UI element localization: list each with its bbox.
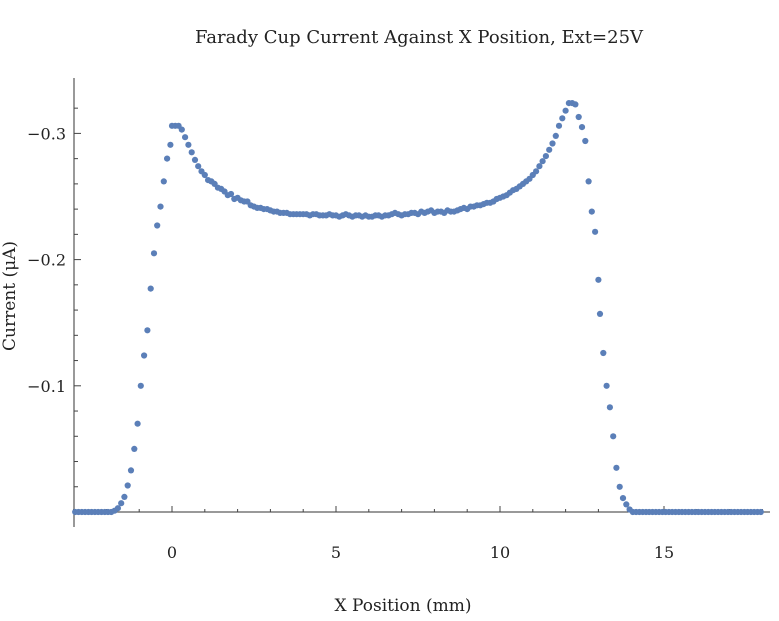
data-point — [127, 467, 135, 474]
y-tick-label: −0.3 — [27, 124, 66, 143]
axis-ticks: 0 5 10 15 −0.1 −0.2 −0.3 — [27, 107, 763, 562]
data-point — [160, 178, 167, 185]
data-point — [137, 382, 144, 389]
data-point — [150, 250, 158, 257]
data-point — [134, 420, 141, 427]
data-point — [613, 464, 620, 471]
y-tick-label: −0.1 — [27, 377, 66, 396]
data-point — [533, 168, 540, 175]
data-point — [549, 140, 556, 147]
data-point — [575, 113, 582, 121]
data-point — [603, 382, 610, 389]
data-point — [546, 146, 553, 153]
data-point — [588, 208, 595, 215]
data-point — [131, 445, 138, 452]
x-axis-label: X Position (mm) — [334, 596, 471, 616]
data-point — [536, 163, 543, 170]
data-point — [539, 158, 546, 165]
data-point — [572, 101, 579, 108]
data-point — [559, 115, 566, 122]
data-point — [619, 495, 627, 502]
data-point — [195, 163, 202, 170]
data-point — [188, 149, 195, 156]
x-tick-label: 15 — [654, 543, 674, 562]
data-point — [595, 276, 602, 283]
data-point — [552, 132, 559, 139]
data-point — [562, 107, 569, 114]
y-axis-label: Current (μA) — [0, 241, 20, 351]
data-point — [154, 222, 161, 229]
data-point — [201, 171, 208, 179]
data-point — [623, 501, 630, 508]
data-point — [582, 137, 589, 145]
data-point — [616, 483, 623, 490]
data-point — [555, 122, 563, 129]
data-point — [164, 155, 171, 162]
data-point — [185, 141, 192, 148]
data-point — [121, 493, 128, 500]
data-point — [585, 178, 592, 185]
chart-title: Farady Cup Current Against X Position, E… — [195, 27, 644, 48]
data-point — [596, 310, 604, 317]
data-point — [141, 352, 148, 359]
data-point — [178, 126, 185, 133]
data-point — [118, 500, 125, 507]
data-point — [542, 153, 550, 160]
data-point — [191, 156, 199, 163]
data-point — [167, 141, 174, 148]
data-points — [72, 100, 764, 516]
data-point — [606, 404, 614, 411]
data-point — [182, 134, 189, 141]
data-point — [147, 285, 154, 292]
data-point — [757, 508, 764, 516]
x-tick-label: 10 — [490, 543, 510, 562]
data-point — [227, 190, 235, 198]
x-tick-label: 5 — [331, 543, 341, 562]
y-tick-label: −0.2 — [27, 251, 66, 270]
data-point — [124, 482, 131, 489]
data-point — [114, 505, 121, 512]
x-tick-label: 0 — [167, 543, 177, 562]
data-point — [157, 203, 164, 210]
data-point — [592, 228, 599, 235]
data-point — [600, 349, 607, 357]
data-point — [610, 433, 617, 440]
data-point — [578, 124, 586, 131]
data-point — [144, 327, 151, 334]
